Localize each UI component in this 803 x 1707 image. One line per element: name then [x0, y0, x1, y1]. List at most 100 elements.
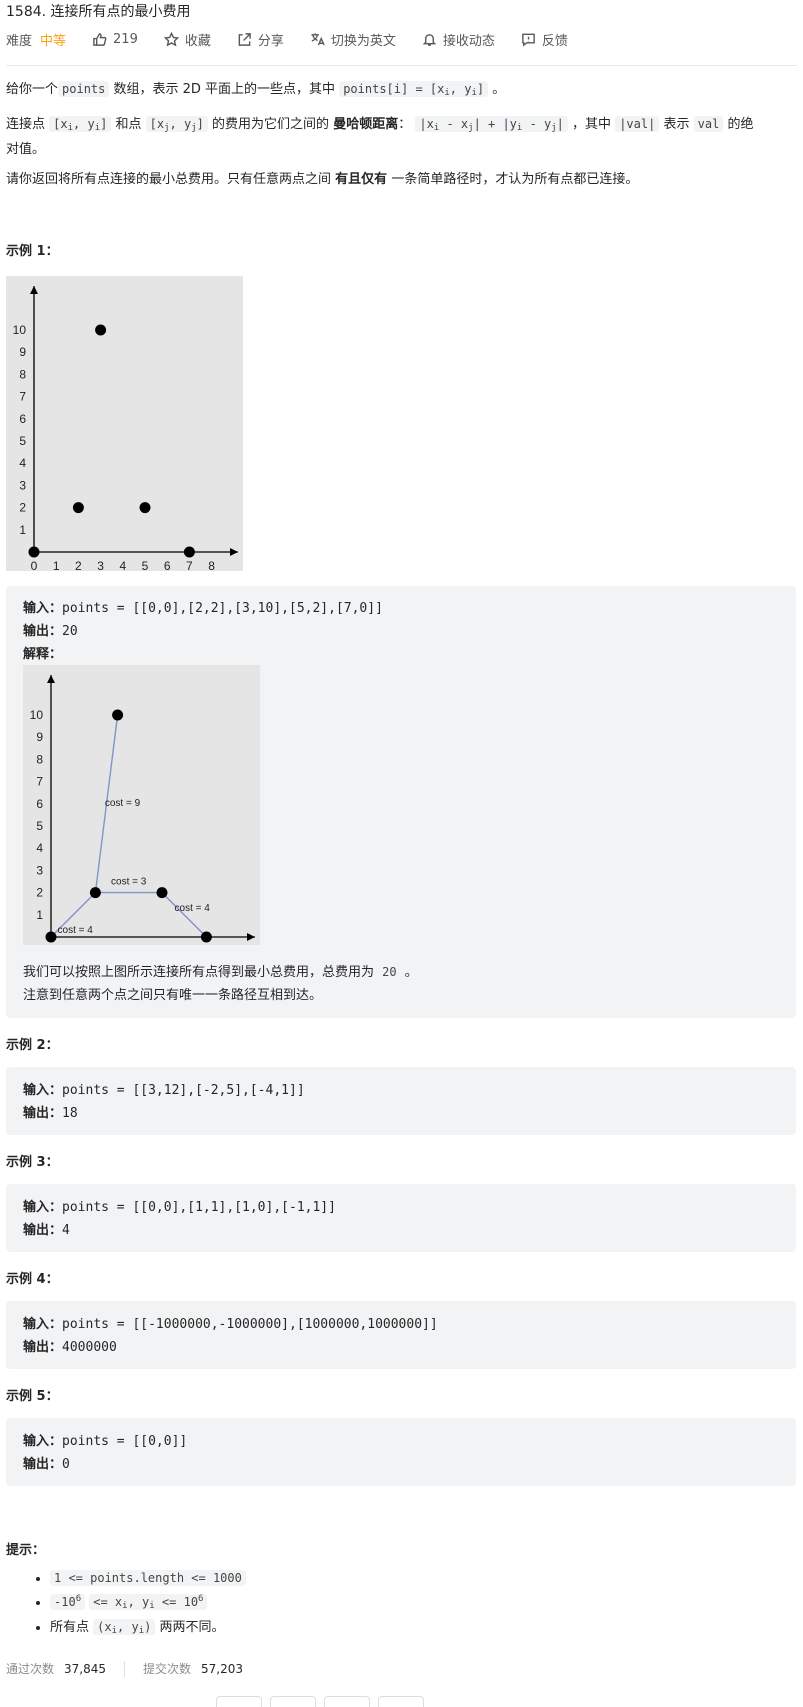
example-2-output: 18: [62, 1106, 78, 1121]
y-tick-label: 6: [19, 412, 26, 426]
example-1-heading: 示例 1：: [6, 244, 59, 259]
example-5-block: 输入：points = [[0,0]] 输出：0: [6, 1418, 796, 1486]
data-point: [72, 502, 84, 514]
x-tick-label: 5: [142, 559, 149, 571]
feedback-label: 反馈: [541, 33, 568, 49]
submission-stats: 通过次数 37,845 提交次数 57,203: [6, 1660, 243, 1677]
description-paragraph-3: 请你返回将所有点连接的最小总费用。只有任意两点之间 有且仅有 一条简单路径时，才…: [6, 172, 639, 187]
y-tick-label: 7: [36, 775, 43, 789]
example-5-heading: 示例 5：: [6, 1389, 59, 1404]
difficulty-label: 难度: [6, 33, 33, 49]
y-tick-label: 2: [36, 886, 43, 900]
submitted-label: 提交次数: [143, 1662, 192, 1676]
x-tick-label: 7: [186, 559, 193, 571]
data-point: [28, 546, 40, 558]
like-button[interactable]: 219: [92, 32, 138, 47]
y-tick-label: 10: [13, 323, 27, 337]
example-3-block: 输入：points = [[0,0],[1,1],[1,0],[-1,1]] 输…: [6, 1184, 796, 1252]
data-point: [200, 931, 212, 943]
mst-edge: [161, 892, 207, 938]
y-axis-arrow: [30, 286, 38, 294]
example-1-explain-figure: 0 1 2 3 4 5 6 7 8 1 2 3 4 5 6 7 8 9 10 cost = 4 cost = 9 cost…: [23, 665, 260, 958]
x-tick-label: 7: [203, 944, 210, 945]
example-2-output-line: 输出：18: [23, 1106, 78, 1121]
y-tick-label: 8: [19, 367, 26, 381]
example-4-output-line: 输出：4000000: [23, 1340, 117, 1355]
x-tick-label: 2: [92, 944, 99, 945]
hint-item: -106 <= xi, yi <= 106: [50, 1589, 246, 1617]
example-1-mst-plot: 0 1 2 3 4 5 6 7 8 1 2 3 4 5 6 7 8 9 10 cost = 4 cost = 9 cost…: [30, 675, 255, 958]
x-tick-label: 3: [114, 944, 121, 945]
submitted-count: 57,203: [201, 1661, 244, 1676]
example-3-output-line: 输出：4: [23, 1223, 70, 1238]
y-tick-label: 10: [30, 708, 44, 722]
share-label: 分享: [257, 33, 284, 49]
hint-item: 1 <= points.length <= 1000: [50, 1568, 246, 1589]
y-tick-label: 4: [19, 456, 26, 470]
star-icon: [163, 31, 179, 46]
y-tick-label: 1: [36, 908, 43, 922]
y-tick-label: 3: [19, 478, 26, 492]
example-3-input-line: 输入：points = [[0,0],[1,1],[1,0],[-1,1]]: [23, 1200, 336, 1215]
x-tick-label: 6: [181, 944, 188, 945]
example-5-output: 0: [62, 1457, 70, 1472]
notify-button[interactable]: 接收动态: [422, 30, 495, 49]
x-tick-label: 5: [159, 944, 166, 945]
example-3-heading: 示例 3：: [6, 1155, 59, 1170]
x-tick-label: 1: [53, 559, 60, 571]
x-tick-label: 4: [119, 559, 126, 571]
example-1-figure: 0 1 2 3 4 5 6 7 8 1 2 3 4 5 6 7 8 9 10: [6, 276, 243, 573]
thumbs-up-icon: [93, 32, 107, 46]
favorite-button[interactable]: 收藏: [163, 30, 211, 49]
stats-divider: [124, 1660, 126, 1677]
example-1-explain-label: 解释：: [23, 647, 63, 662]
x-axis-arrow: [247, 933, 255, 941]
feedback-button[interactable]: 反馈: [521, 30, 568, 49]
example-4-output: 4000000: [62, 1340, 117, 1355]
x-tick-label: 3: [97, 559, 104, 571]
data-point: [183, 546, 195, 558]
edge-cost-label: cost = 4: [175, 903, 211, 914]
example-1-output: 20: [62, 624, 78, 639]
example-4-block: 输入：points = [[-1000000,-1000000],[100000…: [6, 1301, 796, 1369]
y-tick-label: 5: [19, 434, 26, 448]
feedback-icon: [522, 33, 535, 47]
example-4-heading: 示例 4：: [6, 1272, 59, 1287]
hint-item: 所有点 (xi, yi) 两两不同。: [50, 1617, 246, 1642]
passed-label: 通过次数: [6, 1662, 55, 1676]
problem-title: 1584. 连接所有点的最小费用: [6, 4, 191, 20]
mst-edge: [94, 714, 119, 893]
x-tick-label: 2: [75, 559, 82, 571]
y-tick-label: 9: [19, 345, 26, 359]
notify-label: 接收动态: [442, 33, 495, 49]
y-tick-label: 4: [36, 841, 43, 855]
y-tick-label: 1: [19, 523, 26, 537]
switch-language-label: 切换为英文: [330, 33, 396, 49]
example-4-input-line: 输入：points = [[-1000000,-1000000],[100000…: [23, 1317, 438, 1332]
example-1-input-line: 输入：points = [[0,0],[2,2],[3,10],[5,2],[7…: [23, 601, 383, 616]
bell-icon: [422, 33, 437, 46]
y-tick-label: 5: [36, 819, 43, 833]
like-count: 219: [113, 31, 138, 47]
translate-icon: [311, 32, 325, 45]
y-axis-arrow: [47, 675, 55, 683]
edge-cost-label: cost = 3: [111, 877, 147, 888]
example-4-input: points = [[-1000000,-1000000],[1000000,1…: [62, 1317, 438, 1332]
passed-count: 37,845: [64, 1661, 107, 1676]
description-paragraph-1: 给你一个 points 数组，表示 2D 平面上的一些点，其中 points[i]…: [6, 81, 506, 98]
data-point: [112, 709, 124, 721]
x-tick-label: 0: [31, 559, 38, 571]
data-point: [45, 931, 57, 943]
mst-edge: [50, 892, 96, 938]
y-tick-label: 3: [36, 863, 43, 877]
divider: [6, 65, 797, 66]
y-tick-label: 6: [36, 797, 43, 811]
hints-list: 1 <= points.length <= 1000 -106 <= xi, y…: [28, 1568, 246, 1642]
share-button[interactable]: 分享: [237, 30, 284, 49]
example-3-output: 4: [62, 1223, 70, 1238]
switch-language-button[interactable]: 切换为英文: [310, 30, 396, 49]
x-tick-label: 8: [225, 944, 232, 945]
description-paragraph-2: 连接点 [xi, yi] 和点 [xj, yj] 的费用为它们之间的 曼哈顿距离…: [6, 116, 754, 157]
example-5-input: points = [[0,0]]: [62, 1434, 188, 1449]
example-1-block: 输入：points = [[0,0],[2,2],[3,10],[5,2],[7…: [6, 586, 796, 1018]
